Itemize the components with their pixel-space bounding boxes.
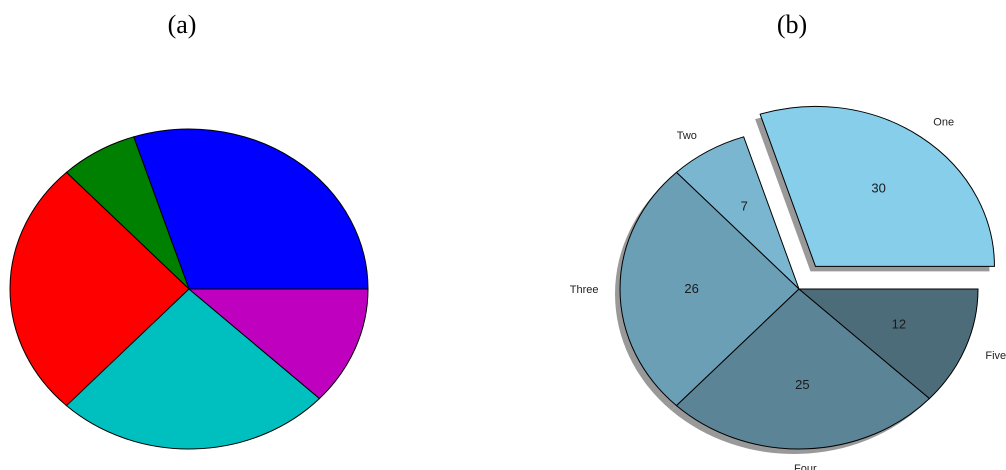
pie-b-value-four: 25 — [795, 377, 809, 392]
pie-b-labels: 30 One 7 Two 26 Three 25 Four 12 Five — [570, 116, 1006, 470]
pie-a-slice-4 — [65, 288, 321, 450]
pie-b-slices — [619, 105, 995, 450]
pie-b-value-three: 26 — [684, 281, 698, 296]
pie-b-label-four: Four — [794, 463, 817, 470]
pie-b-slice-three — [619, 171, 800, 407]
panel-b-tag: (b) — [777, 10, 807, 39]
pie-b-label-five: Five — [985, 350, 1006, 362]
pie-b-slice-four — [675, 288, 931, 450]
pie-a-slice-3 — [9, 171, 190, 407]
pie-b-slice-one — [759, 105, 995, 267]
pie-a-slice-1 — [133, 128, 369, 290]
pie-b-label-three: Three — [570, 284, 599, 296]
pie-chart-a — [9, 128, 369, 450]
pie-b-value-five: 12 — [892, 316, 906, 331]
pie-b-slice-five — [797, 288, 979, 400]
pie-b-value-one: 30 — [871, 181, 885, 196]
pie-b-value-two: 7 — [741, 198, 748, 213]
pie-chart-b: 30 One 7 Two 26 Three 25 Four 12 Five — [570, 105, 1006, 470]
pie-b-label-one: One — [933, 116, 954, 128]
pie-b-label-two: Two — [677, 130, 697, 142]
pie-a-slice-5 — [187, 288, 369, 400]
panel-a-tag: (a) — [168, 10, 197, 39]
